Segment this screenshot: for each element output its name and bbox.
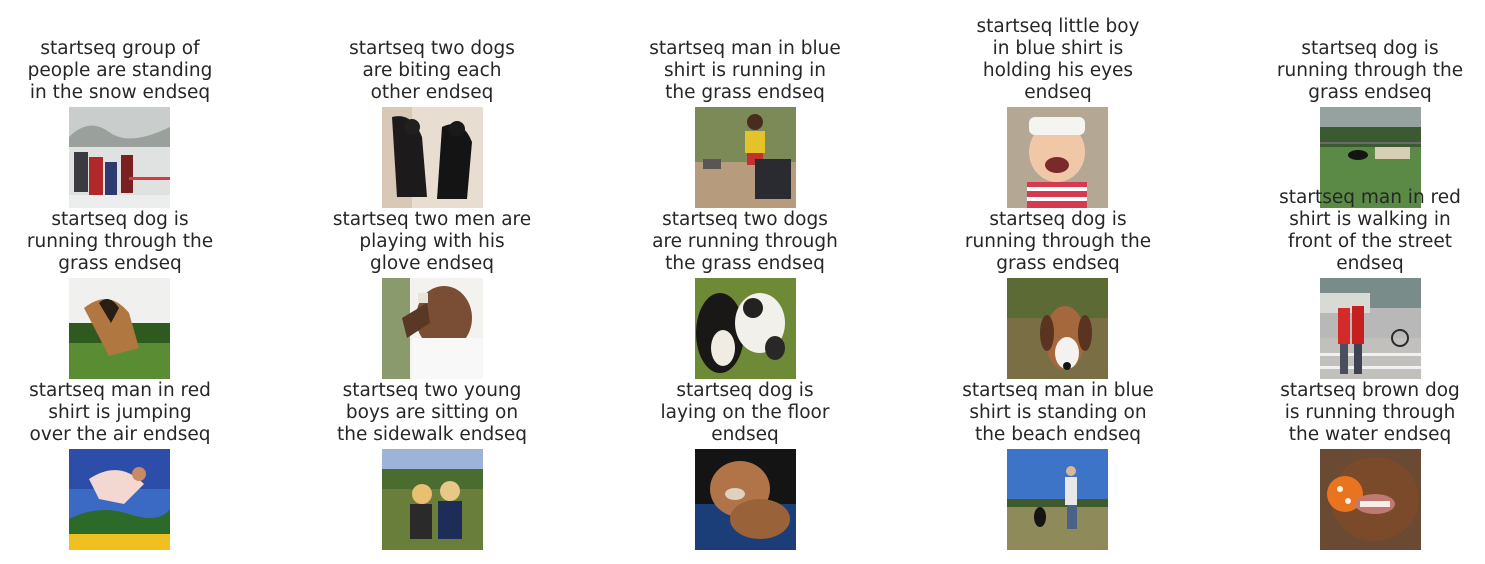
thumbnail-r2c5 xyxy=(1320,278,1421,379)
jumping-shepherd-photo xyxy=(69,278,170,379)
grid-cell-r1c5: startseq dog is running through the grass … xyxy=(1220,36,1485,104)
street-people-photo xyxy=(1320,278,1421,379)
caption: startseq dog is running through the grass … xyxy=(26,209,214,274)
caption: startseq man in red shirt is jumping over … xyxy=(29,380,211,445)
thumbnail-r2c4 xyxy=(1007,278,1108,379)
caption: startseq man in blue shirt is standing on… xyxy=(962,380,1154,445)
grid-cell-r2c5: startseq man in red shirt is walking in fr… xyxy=(1220,185,1485,275)
jumping-person-photo xyxy=(69,449,170,550)
grid-cell-r2c4: startseq dog is running through the grass … xyxy=(908,207,1208,275)
grid-cell-r1c2: startseq two dogs are biting each other en… xyxy=(282,36,582,104)
thumbnail-r1c1 xyxy=(69,107,170,208)
caption: startseq two young boys are sitting on the… xyxy=(337,380,527,445)
two-boys-sitting-photo xyxy=(382,449,483,550)
grid-cell-r1c1: startseq group of people are standing in t… xyxy=(0,36,270,104)
thumbnail-r3c1 xyxy=(69,449,170,550)
caption: startseq brown dog is running through the … xyxy=(1280,380,1460,445)
grid-cell-r3c1: startseq man in red shirt is jumping over … xyxy=(0,378,270,446)
dog-with-ball-photo xyxy=(1320,449,1421,550)
caption: startseq group of people are standing in t… xyxy=(27,38,213,103)
caption: startseq dog is running through the grass … xyxy=(964,209,1152,274)
caption: startseq dog is running through the grass … xyxy=(1276,38,1464,103)
thumbnail-r2c1 xyxy=(69,278,170,379)
caption: startseq little boy in blue shirt is holdi… xyxy=(976,16,1140,103)
grid-cell-r2c1: startseq dog is running through the grass … xyxy=(0,207,270,275)
grid-cell-r1c4: startseq little boy in blue shirt is holdi… xyxy=(908,14,1208,104)
grid-cell-r3c4: startseq man in blue shirt is standing on… xyxy=(908,378,1208,446)
thumbnail-r1c2 xyxy=(382,107,483,208)
caption: startseq two men are playing with his glov… xyxy=(332,209,532,274)
thumbnail-r1c5 xyxy=(1320,107,1421,208)
thumbnail-r1c4 xyxy=(1007,107,1108,208)
thumbnail-r3c3 xyxy=(695,449,796,550)
boy-eating-photo xyxy=(382,278,483,379)
two-black-dogs-photo xyxy=(382,107,483,208)
man-and-dog-field-photo xyxy=(1007,449,1108,550)
thumbnail-r2c2 xyxy=(382,278,483,379)
thumbnail-r3c4 xyxy=(1007,449,1108,550)
grid-cell-r2c3: startseq two dogs are running through the … xyxy=(595,207,895,275)
thumbnail-r3c5 xyxy=(1320,449,1421,550)
people-in-snow-photo xyxy=(69,107,170,208)
caption: startseq two dogs are running through the … xyxy=(652,209,838,274)
grid-cell-r3c5: startseq brown dog is running through the … xyxy=(1220,378,1485,446)
caption: startseq dog is laying on the floor endseq xyxy=(660,380,830,445)
caption: startseq man in blue shirt is running in t… xyxy=(649,38,841,103)
two-dogs-grass-photo xyxy=(695,278,796,379)
thumbnail-r1c3 xyxy=(695,107,796,208)
grid-cell-r3c2: startseq two young boys are sitting on the… xyxy=(282,378,582,446)
dog-in-field-photo xyxy=(1320,107,1421,208)
thumbnail-r3c2 xyxy=(382,449,483,550)
grid-cell-r2c2: startseq two men are playing with his glov… xyxy=(282,207,582,275)
beagle-photo xyxy=(1007,278,1108,379)
brown-dog-blanket-photo xyxy=(695,449,796,550)
laughing-child-photo xyxy=(1007,107,1108,208)
man-with-dog-photo xyxy=(695,107,796,208)
grid-cell-r3c3: startseq dog is laying on the floor endseq xyxy=(595,378,895,446)
thumbnail-r2c3 xyxy=(695,278,796,379)
caption: startseq two dogs are biting each other en… xyxy=(349,38,515,103)
caption: startseq man in red shirt is walking in fr… xyxy=(1279,187,1461,274)
grid-cell-r1c3: startseq man in blue shirt is running in t… xyxy=(595,36,895,104)
